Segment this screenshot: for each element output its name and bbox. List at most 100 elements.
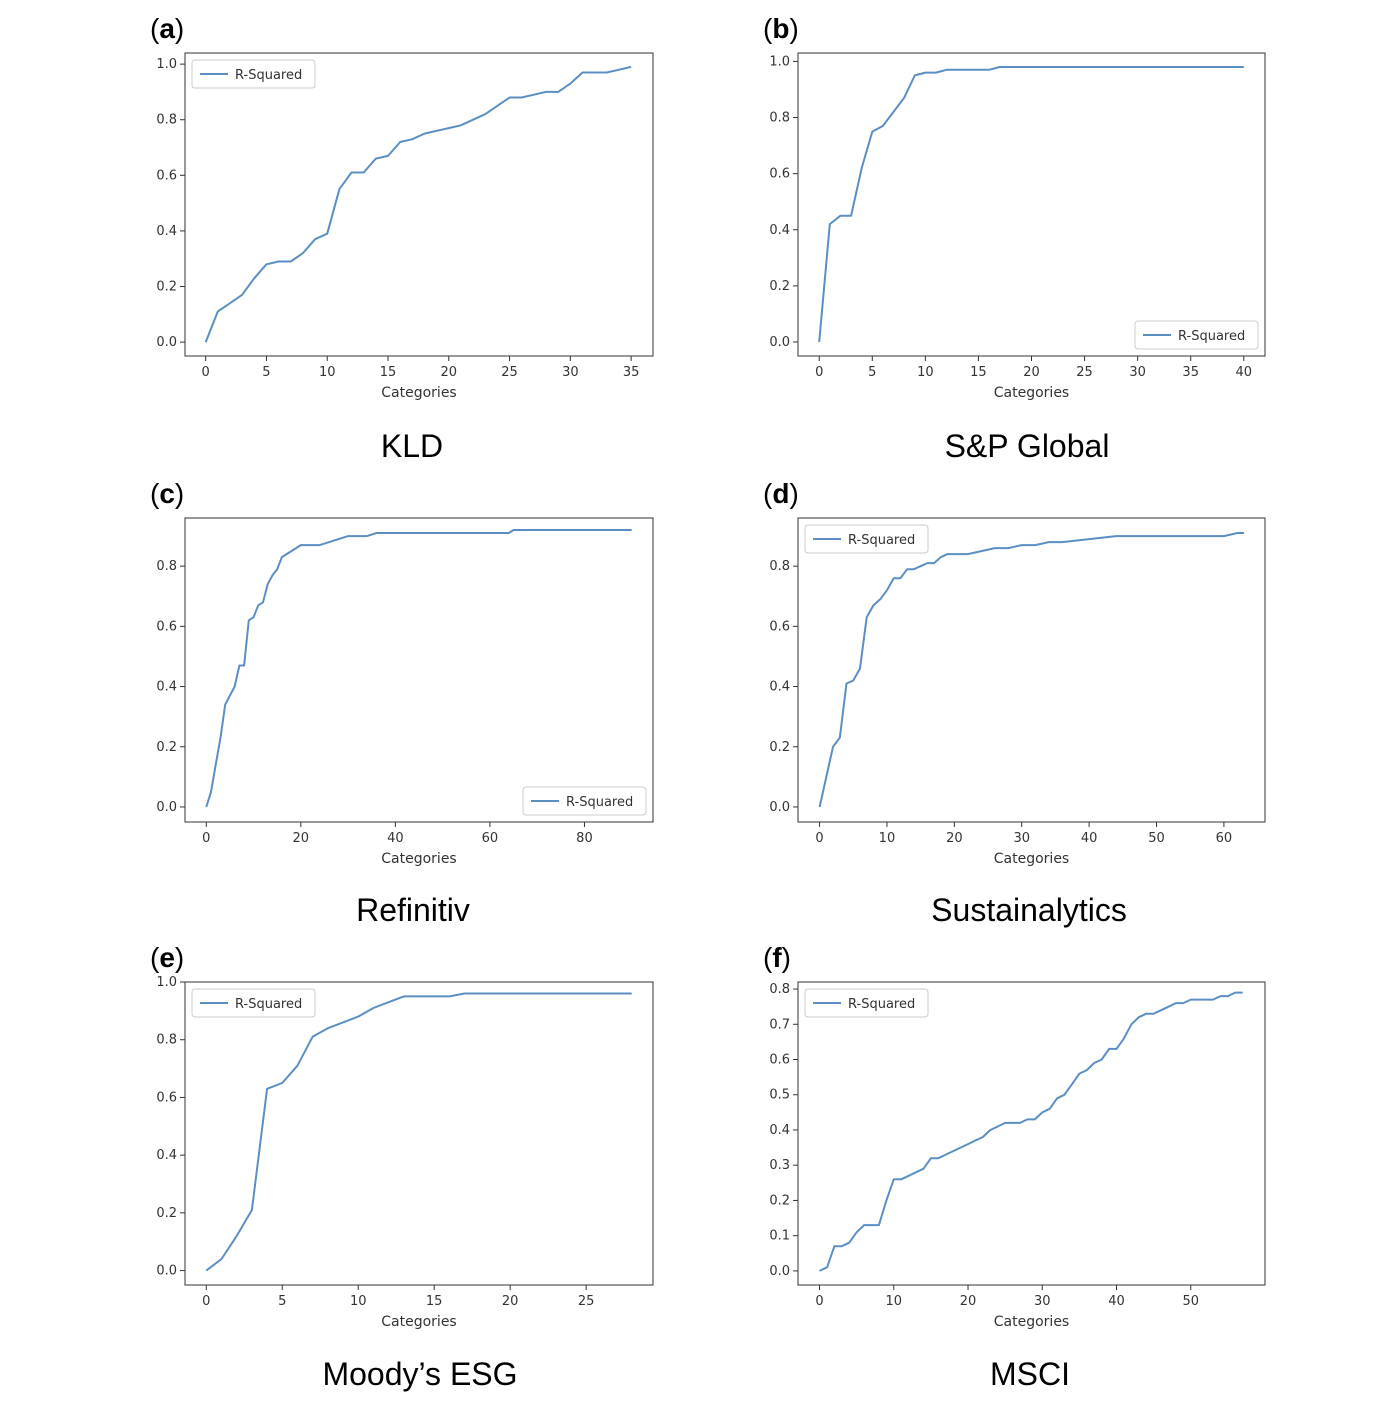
x-tick-label: 20	[441, 365, 458, 380]
x-tick-label: 40	[1108, 1294, 1125, 1309]
legend-label: R-Squared	[566, 795, 633, 810]
x-tick-label: 20	[946, 831, 963, 846]
panel-letter-text: e	[159, 942, 175, 973]
x-tick-label: 10	[350, 1294, 367, 1309]
x-tick-label: 40	[1235, 365, 1252, 380]
panel-letter: (a)	[150, 13, 184, 44]
y-tick-label: 0.6	[769, 619, 790, 634]
legend-label: R-Squared	[235, 997, 302, 1012]
y-tick-label: 0.4	[769, 223, 790, 238]
y-tick-label: 0.2	[769, 740, 790, 755]
x-axis-title: Categories	[994, 851, 1069, 867]
x-tick-label: 0	[815, 1294, 823, 1309]
panel-caption: MSCI	[990, 1356, 1070, 1392]
panel-letter-text: c	[159, 478, 175, 509]
y-tick-label: 0.3	[769, 1158, 790, 1173]
panel-caption: KLD	[381, 428, 443, 464]
x-tick-label: 20	[293, 831, 310, 846]
y-tick-label: 0.6	[156, 619, 177, 634]
panel-letter: (d)	[763, 478, 799, 509]
x-axis-title: Categories	[994, 1314, 1069, 1330]
x-tick-label: 20	[1023, 365, 1040, 380]
x-tick-label: 10	[319, 365, 336, 380]
x-tick-label: 5	[868, 365, 876, 380]
x-tick-label: 80	[576, 831, 593, 846]
x-tick-label: 0	[815, 831, 823, 846]
x-tick-label: 0	[202, 365, 210, 380]
y-tick-label: 0.0	[769, 335, 790, 350]
legend-label: R-Squared	[1178, 329, 1245, 344]
chart-panel-b: (b) 0 5 10 15 20 25 30 35 40 0.0 0.2 0.4 0.6 0.8 1.0 Cat…	[763, 13, 1266, 464]
legend-box	[804, 524, 929, 554]
y-tick-label: 0.4	[156, 224, 177, 239]
x-axis-title: Categories	[994, 385, 1069, 401]
legend-box	[1134, 320, 1259, 350]
plot-frame	[797, 981, 1266, 1286]
x-tick-label: 35	[1182, 365, 1199, 380]
legend: R-Squared	[1134, 320, 1259, 350]
x-tick-label: 35	[623, 365, 640, 380]
x-tick-label: 15	[970, 365, 987, 380]
x-tick-label: 10	[879, 831, 896, 846]
y-tick-label: 0.4	[156, 1148, 177, 1163]
series-line	[205, 529, 632, 808]
legend-label: R-Squared	[235, 68, 302, 83]
panel-letter-text: f	[772, 942, 782, 973]
y-tick-label: 0.8	[156, 1033, 177, 1048]
legend: R-Squared	[804, 524, 929, 554]
panel-caption: Sustainalytics	[931, 892, 1127, 928]
x-tick-label: 20	[960, 1294, 977, 1309]
legend-label: R-Squared	[848, 997, 915, 1012]
y-tick-label: 0.0	[769, 1264, 790, 1279]
x-tick-label: 5	[278, 1294, 286, 1309]
x-tick-label: 50	[1148, 831, 1165, 846]
series-line	[818, 532, 1245, 808]
x-tick-label: 60	[482, 831, 499, 846]
y-tick-label: 0.6	[769, 1053, 790, 1068]
y-tick-label: 0.2	[156, 280, 177, 295]
y-tick-label: 0.5	[769, 1088, 790, 1103]
y-tick-label: 0.6	[769, 167, 790, 182]
x-tick-label: 60	[1216, 831, 1233, 846]
plot-frame	[184, 517, 654, 823]
plot-frame	[184, 52, 654, 357]
plot-frame	[797, 52, 1266, 357]
legend: R-Squared	[804, 988, 929, 1018]
y-tick-label: 0.4	[769, 680, 790, 695]
panel-letter-text: a	[159, 13, 175, 44]
chart-panel-c: (c) 0 20 40 60 80 0.0 0.2 0.4 0.6 0.8 Categories R-S…	[150, 478, 654, 928]
y-tick-label: 1.0	[156, 975, 177, 990]
x-tick-label: 40	[387, 831, 404, 846]
y-tick-label: 0.4	[156, 680, 177, 695]
x-tick-label: 30	[1013, 831, 1030, 846]
panel-letter: (b)	[763, 13, 799, 44]
y-tick-label: 0.8	[156, 113, 177, 128]
panel-letter: (f)	[763, 942, 791, 973]
y-tick-label: 0.2	[156, 740, 177, 755]
x-tick-label: 40	[1081, 831, 1098, 846]
x-tick-label: 5	[262, 365, 270, 380]
y-tick-label: 0.0	[156, 335, 177, 350]
x-tick-label: 15	[426, 1294, 443, 1309]
y-tick-label: 0.7	[769, 1017, 790, 1032]
y-tick-label: 0.2	[156, 1206, 177, 1221]
x-tick-label: 10	[917, 365, 934, 380]
panel-caption: Refinitiv	[356, 892, 470, 928]
plot-frame	[184, 981, 654, 1286]
y-tick-label: 0.2	[769, 1193, 790, 1208]
x-axis-title: Categories	[381, 1314, 456, 1330]
series-line	[204, 65, 632, 343]
legend-box	[191, 59, 316, 89]
chart-panel-d: (d) 0 10 20 30 40 50 60 0.0 0.2 0.4 0.6 0.8 Categorie…	[763, 478, 1266, 928]
y-tick-label: 0.8	[769, 982, 790, 997]
panel-caption: S&P Global	[945, 428, 1110, 464]
x-axis-title: Categories	[381, 851, 456, 867]
x-tick-label: 30	[1129, 365, 1146, 380]
panel-letter-text: d	[772, 478, 789, 509]
y-tick-label: 0.8	[156, 559, 177, 574]
y-tick-label: 0.6	[156, 1090, 177, 1105]
legend-box	[191, 988, 316, 1018]
x-tick-label: 20	[502, 1294, 519, 1309]
x-tick-label: 15	[380, 365, 397, 380]
